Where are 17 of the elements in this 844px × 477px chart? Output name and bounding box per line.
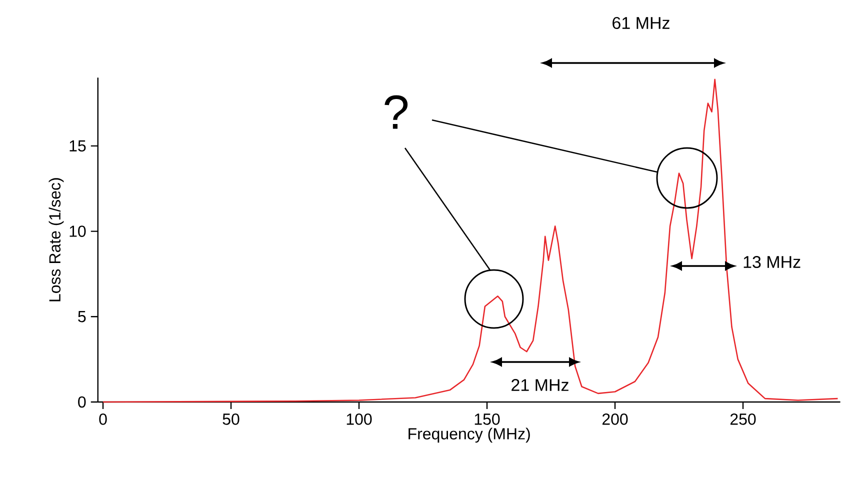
annotation: 13 MHz [744,256,800,268]
x-axis-title: Frequency (MHz) [408,428,530,443]
x-tick-label: 0 [99,414,107,425]
annotation: 21 MHz [512,379,568,391]
y-tick-label: 0 [78,396,86,408]
line-series [102,78,838,403]
y-tick-label: 15 [70,140,86,152]
y-tick-label: 10 [70,226,86,237]
x-tick-label: 100 [346,414,372,425]
y-tick-label: 5 [78,311,86,322]
x-tick-label: 200 [602,414,628,425]
text: 61 MHz [612,16,670,30]
x-tick-label: 50 [222,414,240,425]
y-axis-title: Loss Rate (1/sec) [48,178,64,302]
x-tick-label: 250 [730,414,756,425]
annotation: ? [384,95,408,129]
x-tick-label: 150 [474,414,500,425]
